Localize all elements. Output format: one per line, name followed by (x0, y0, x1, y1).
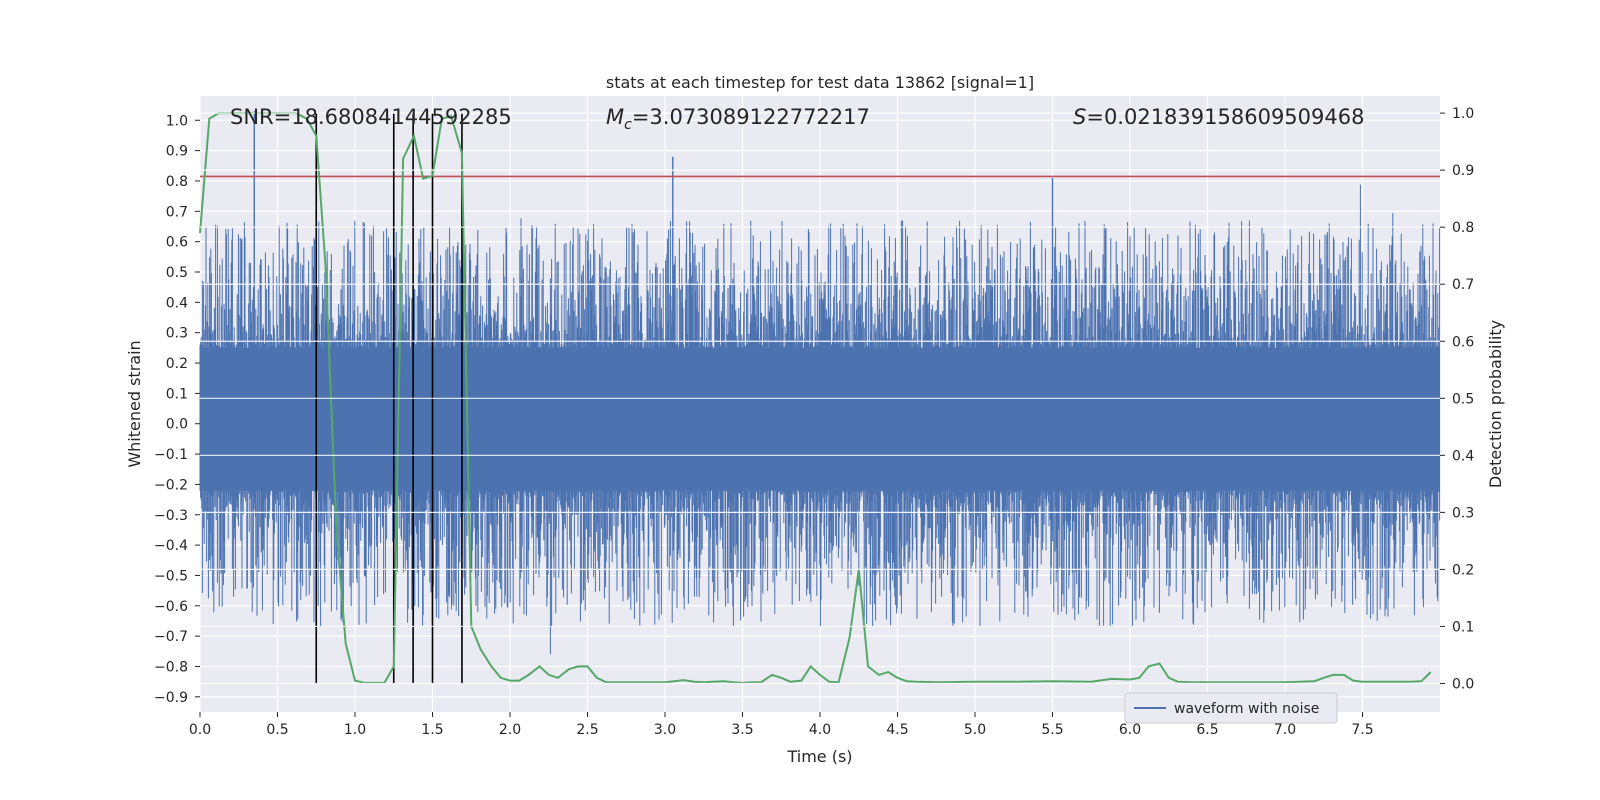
chirp-mass-annotation: Mc=3.073089122772217 (606, 105, 870, 133)
y-left-tick-label: 1.0 (166, 113, 188, 129)
x-tick-label: 3.5 (731, 722, 753, 738)
x-tick-label: 6.0 (1119, 722, 1141, 738)
legend-box (1124, 692, 1338, 724)
chirp-mass-symbol: M (606, 105, 624, 129)
snr-annotation: SNR=18.68084144592285 (230, 105, 512, 129)
y-left-tick-label: 0.0 (166, 417, 188, 433)
x-tick-label: 1.0 (344, 722, 366, 738)
x-tick-label: 4.0 (809, 722, 831, 738)
x-tick-label: 2.5 (576, 722, 598, 738)
y-left-tick-label: −0.1 (154, 447, 188, 463)
y-right-tick-label: 0.3 (1452, 505, 1474, 521)
y-left-tick-label: 0.1 (166, 386, 188, 402)
x-tick-label: 1.5 (421, 722, 443, 738)
y-right-tick-label: 0.5 (1452, 391, 1474, 407)
y-right-axis-title: Detection probability (1486, 320, 1505, 488)
s-annotation: S=0.021839158609509468 (1073, 105, 1364, 129)
x-tick-label: 3.0 (654, 722, 676, 738)
y-left-tick-label: 0.3 (166, 326, 188, 342)
y-right-tick-label: 0.0 (1452, 676, 1474, 692)
y-right-tick-label: 0.8 (1452, 220, 1474, 236)
y-right-tick-label: 0.1 (1452, 619, 1474, 635)
y-left-tick-label: 0.2 (166, 356, 188, 372)
x-tick-label: 6.5 (1196, 722, 1218, 738)
y-left-tick-label: 0.5 (166, 265, 188, 281)
x-tick-label: 5.5 (1041, 722, 1063, 738)
y-left-tick-label: −0.3 (154, 508, 188, 524)
chart-title: stats at each timestep for test data 138… (606, 73, 1034, 92)
y-left-tick-label: 0.8 (166, 174, 188, 190)
x-tick-label: 7.5 (1351, 722, 1373, 738)
y-left-axis-ticks: −0.9 −0.8 −0.7 −0.6 −0.5 −0.4 −0.3 −0.2 −0.1 0.0 0… (154, 113, 200, 706)
x-tick-label: 0.0 (189, 722, 211, 738)
y-left-tick-label: −0.7 (154, 629, 188, 645)
y-left-tick-label: −0.5 (154, 568, 188, 584)
y-left-tick-label: −0.4 (154, 538, 188, 554)
y-left-axis-title: Whitened strain (125, 340, 144, 467)
waveform-core (200, 347, 1440, 491)
y-right-tick-label: 0.2 (1452, 562, 1474, 578)
legend: waveform with noise (1124, 692, 1338, 724)
s-value: =0.021839158609509468 (1086, 105, 1364, 129)
y-right-tick-label: 0.4 (1452, 448, 1474, 464)
y-right-axis-ticks: 0.0 0.1 0.2 0.3 0.4 0.5 0.6 0.7 0.8 0.9 1.0 (1440, 106, 1474, 692)
s-symbol: S (1073, 105, 1086, 129)
y-left-tick-label: −0.9 (154, 690, 188, 706)
legend-waveform-label: waveform with noise (1174, 701, 1319, 717)
y-left-tick-label: 0.9 (166, 144, 188, 160)
x-axis-title: Time (s) (786, 747, 852, 766)
x-tick-label: 0.5 (266, 722, 288, 738)
x-tick-label: 2.0 (499, 722, 521, 738)
y-left-tick-label: −0.2 (154, 477, 188, 493)
x-tick-label: 4.5 (886, 722, 908, 738)
right-axis-grid (200, 112, 1440, 685)
detection-probability-series (199, 112, 1432, 684)
x-tick-label: 5.0 (964, 722, 986, 738)
y-left-tick-label: 0.4 (166, 295, 188, 311)
y-left-tick-label: −0.8 (154, 659, 188, 675)
chirp-mass-value: =3.073089122772217 (632, 105, 870, 129)
waveform-with-noise-series (199, 111, 1441, 655)
y-right-tick-label: 1.0 (1452, 106, 1474, 122)
chirp-mass-subscript: c (624, 117, 632, 133)
y-right-tick-label: 0.6 (1452, 334, 1474, 350)
y-left-tick-label: 0.6 (166, 235, 188, 251)
x-tick-label: 7.0 (1274, 722, 1296, 738)
y-right-tick-label: 0.7 (1452, 277, 1474, 293)
x-axis-ticks: 0.0 0.5 1.0 1.5 2.0 2.5 3.0 3.5 4.0 4.5 5.0 5.5 6.0 6… (189, 712, 1374, 738)
y-right-tick-label: 0.9 (1452, 163, 1474, 179)
y-left-tick-label: −0.6 (154, 599, 188, 615)
y-left-tick-label: 0.7 (166, 204, 188, 220)
